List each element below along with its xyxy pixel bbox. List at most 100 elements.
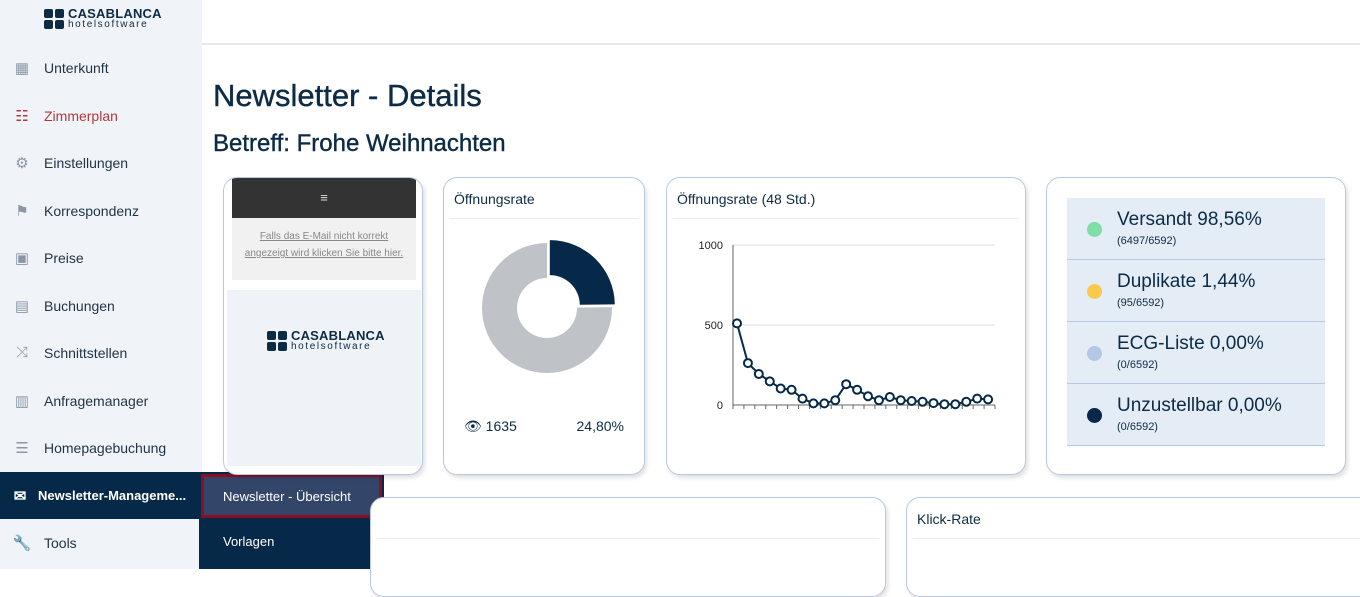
sidebar-item-buchungen[interactable]: ▤ Buchungen (0, 282, 202, 329)
stat-label: Versandt 98,56% (1117, 209, 1262, 230)
sidebar-item-label: Anfragemanager (44, 392, 149, 409)
stat-row: Duplikate 1,44% (95/6592) (1067, 260, 1325, 322)
open-rate-line-chart: 0 500 1000 (699, 240, 996, 412)
y-tick-label: 500 (705, 320, 723, 332)
eye-icon: 👁 (464, 418, 482, 434)
bottom-left-card (370, 497, 886, 597)
delivery-stats-card: Versandt 98,56% (6497/6592) Duplikate 1,44… (1046, 177, 1346, 475)
sidebar-item-newsletter-manageme[interactable]: ✉ Newsletter-Manageme... (0, 472, 202, 519)
preview-body: CASABLANCA hotelsoftware (227, 290, 421, 466)
stat-label: ECG-Liste 0,00% (1117, 333, 1264, 354)
data-point (961, 396, 972, 407)
data-point (895, 395, 906, 406)
logo[interactable]: CASABLANCA hotelsoftware (44, 7, 162, 30)
sidebar-item-label: Zimmerplan (44, 107, 118, 124)
shuffle-icon: ⤨ (15, 344, 28, 361)
preview-menu-icon: ≡ (232, 178, 416, 218)
data-point (841, 379, 852, 390)
top-bar (202, 0, 1360, 45)
click-rate-card: Klick-Rate (906, 497, 1360, 597)
page-title: Newsletter - Details (213, 78, 482, 113)
signpost-icon: ⚑ (15, 202, 29, 220)
sidebar-item-schnittstellen[interactable]: ⤨ Schnittstellen (0, 329, 202, 376)
sidebar-item-label: Preise (44, 249, 84, 266)
data-point (808, 398, 819, 409)
sidebar-item-label: Homepagebuchung (44, 439, 167, 456)
sidebar-item-einstellungen[interactable]: ⚙ Einstellungen (0, 139, 202, 186)
data-point (852, 384, 863, 395)
wrench-icon: 🔧 (12, 534, 32, 552)
email-preview-card: ≡ Falls das E-Mail nicht korrekt angezei… (223, 177, 423, 475)
sidebar-item-zimmerplan[interactable]: ☷ Zimmerplan (0, 92, 202, 139)
data-point (742, 358, 753, 369)
open-rate-percent: 24,80% (576, 418, 624, 434)
data-point (830, 395, 841, 406)
y-tick-label: 0 (717, 400, 723, 412)
data-point (797, 393, 808, 404)
data-point (764, 376, 775, 387)
sidebar: CASABLANCA hotelsoftware ▦ Unterkunft ☷ Zimm… (0, 0, 202, 569)
stat-row: Versandt 98,56% (6497/6592) (1067, 198, 1325, 260)
data-point (939, 399, 950, 410)
submenu-newsletter-uebersicht[interactable]: Newsletter - Übersicht (201, 474, 382, 518)
envelope-icon: ✉ (13, 487, 27, 505)
newsletter-submenu: Newsletter - Übersicht Vorlagen (199, 472, 384, 569)
sidebar-item-preise[interactable]: ▣ Preise (0, 234, 202, 281)
stat-row: ECG-Liste 0,00% (0/6592) (1067, 322, 1325, 384)
sidebar-item-label: Unterkunft (44, 59, 109, 76)
donut-slice (482, 243, 612, 373)
sidebar-item-label: Buchungen (44, 297, 115, 314)
sidebar-item-tools[interactable]: 🔧 Tools (0, 519, 202, 566)
stat-label: Unzustellbar 0,00% (1117, 395, 1282, 416)
data-point (863, 391, 873, 402)
sidebar-item-label: Newsletter-Manageme... (38, 488, 187, 503)
list-icon: ☰ (15, 439, 29, 457)
data-point (884, 392, 895, 402)
data-point (819, 398, 830, 409)
data-point (753, 368, 764, 379)
open-rate-card: Öffnungsrate 👁 1635 24,80% (443, 177, 645, 475)
status-dot-icon (1087, 284, 1102, 299)
money-icon: ▣ (14, 249, 30, 267)
data-point (917, 396, 928, 407)
y-tick-label: 1000 (699, 240, 723, 252)
room-plan-icon: ☷ (15, 107, 29, 125)
sidebar-item-label: Einstellungen (44, 154, 129, 171)
gears-icon: ⚙ (15, 154, 29, 172)
open-rate-48h-card: Öffnungsrate (48 Std.) 0 500 1000 (666, 177, 1026, 475)
status-dot-icon (1087, 408, 1102, 423)
stat-count: (6497/6592) (1117, 235, 1177, 247)
data-point (928, 398, 939, 409)
series-line (736, 323, 989, 406)
preview-logo: CASABLANCA hotelsoftware (267, 329, 385, 352)
status-dot-icon (1087, 222, 1102, 237)
sidebar-item-unterkunft[interactable]: ▦ Unterkunft (0, 44, 202, 91)
sidebar-item-label: Schnittstellen (44, 344, 128, 361)
donut-slice (549, 240, 615, 305)
sidebar-item-anfragemanager[interactable]: ▥ Anfragemanager (0, 377, 202, 424)
sidebar-item-homepagebuchung[interactable]: ☰ Homepagebuchung (0, 424, 202, 471)
data-point (950, 399, 961, 410)
sidebar-item-label: Korrespondenz (44, 202, 139, 219)
stat-count: (0/6592) (1117, 421, 1158, 433)
building-icon: ▦ (14, 59, 30, 77)
newsletter-subject: Betreff: Frohe Weihnachten (213, 130, 506, 157)
views-count: 👁 1635 (464, 418, 517, 434)
suitcase-icon: ▤ (14, 297, 30, 315)
data-point (873, 395, 884, 406)
sidebar-item-label: Tools (44, 534, 77, 551)
stat-row: Unzustellbar 0,00% (0/6592) (1067, 384, 1325, 446)
open-rate-donut (482, 240, 615, 373)
stat-count: (95/6592) (1117, 297, 1165, 309)
submenu-vorlagen[interactable]: Vorlagen (223, 534, 275, 549)
card-title: Klick-Rate (917, 511, 981, 527)
data-point (906, 396, 917, 406)
stat-label: Duplikate 1,44% (1117, 271, 1256, 292)
data-point (972, 393, 983, 404)
stat-count: (0/6592) (1117, 359, 1158, 371)
data-point (786, 384, 797, 395)
preview-view-online-link[interactable]: Falls das E-Mail nicht korrekt angezeigt… (232, 218, 416, 280)
data-point (732, 318, 742, 329)
sidebar-item-korrespondenz[interactable]: ⚑ Korrespondenz (0, 187, 202, 234)
card-title: Öffnungsrate (454, 191, 535, 207)
